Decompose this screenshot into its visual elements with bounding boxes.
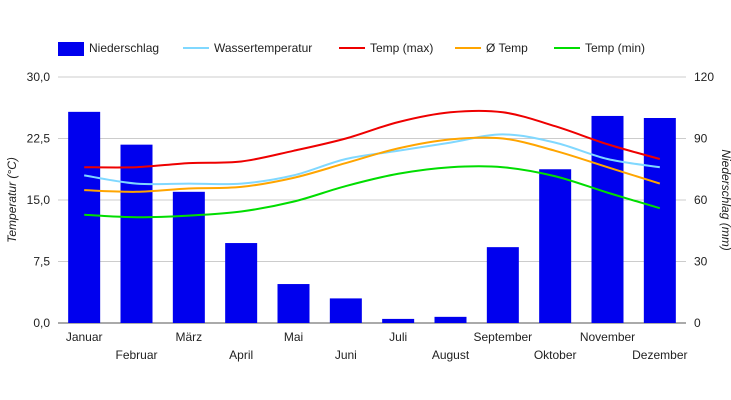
left-tick-label: 22,5 <box>27 132 51 146</box>
right-tick-label: 0 <box>694 316 701 330</box>
series-line <box>84 109 661 169</box>
left-tick-label: 30,0 <box>27 70 51 84</box>
precipitation-bar <box>277 284 310 323</box>
temperature-lines <box>84 109 661 219</box>
right-axis-title: Niederschlag (mm) <box>719 149 731 250</box>
right-tick-label: 60 <box>694 193 708 207</box>
legend-label: Niederschlag <box>89 41 159 55</box>
gridlines <box>58 76 686 324</box>
series-line <box>84 136 661 193</box>
category-label: Mai <box>284 330 303 344</box>
legend-swatch-bar <box>58 42 84 56</box>
category-label: April <box>229 348 253 362</box>
precipitation-bar <box>486 247 519 323</box>
category-label: Dezember <box>632 348 687 362</box>
left-axis-title: Temperatur (°C) <box>5 157 19 243</box>
category-label: Juli <box>389 330 407 344</box>
legend-label: Wassertemperatur <box>214 41 312 55</box>
category-label: September <box>473 330 532 344</box>
left-tick-label: 7,5 <box>33 255 50 269</box>
legend-label: Temp (min) <box>585 41 645 55</box>
precipitation-bar <box>591 115 624 323</box>
series-line <box>84 133 660 186</box>
legend-label: Ø Temp <box>486 41 528 55</box>
category-label: Februar <box>115 348 157 362</box>
category-label: März <box>175 330 202 344</box>
left-tick-label: 15,0 <box>27 193 51 207</box>
category-label: November <box>580 330 635 344</box>
right-tick-label: 30 <box>694 255 708 269</box>
precipitation-bar <box>120 144 153 323</box>
left-tick-label: 0,0 <box>33 316 50 330</box>
precipitation-bar <box>225 243 258 323</box>
category-label: Januar <box>66 330 103 344</box>
precipitation-bar <box>382 318 415 323</box>
axes: 0,0 0 7,5 30 15,0 60 22,5 90 30,0 120 Januar Februa… <box>27 70 715 362</box>
precipitation-bar <box>434 316 467 323</box>
right-tick-label: 90 <box>694 132 708 146</box>
precipitation-bars <box>68 111 676 323</box>
precipitation-bar <box>172 191 205 323</box>
precipitation-bar <box>643 118 676 323</box>
legend-label: Temp (max) <box>370 41 433 55</box>
category-label: Juni <box>335 348 357 362</box>
legend: Niederschlag Wassertemperatur Temp (max) Ø … <box>58 41 645 56</box>
category-label: August <box>432 348 470 362</box>
precipitation-bar <box>68 111 101 323</box>
series-line <box>84 165 661 219</box>
category-label: Oktober <box>534 348 577 362</box>
right-tick-label: 120 <box>694 70 714 84</box>
precipitation-bar <box>329 298 362 323</box>
precipitation-bar <box>539 169 572 323</box>
